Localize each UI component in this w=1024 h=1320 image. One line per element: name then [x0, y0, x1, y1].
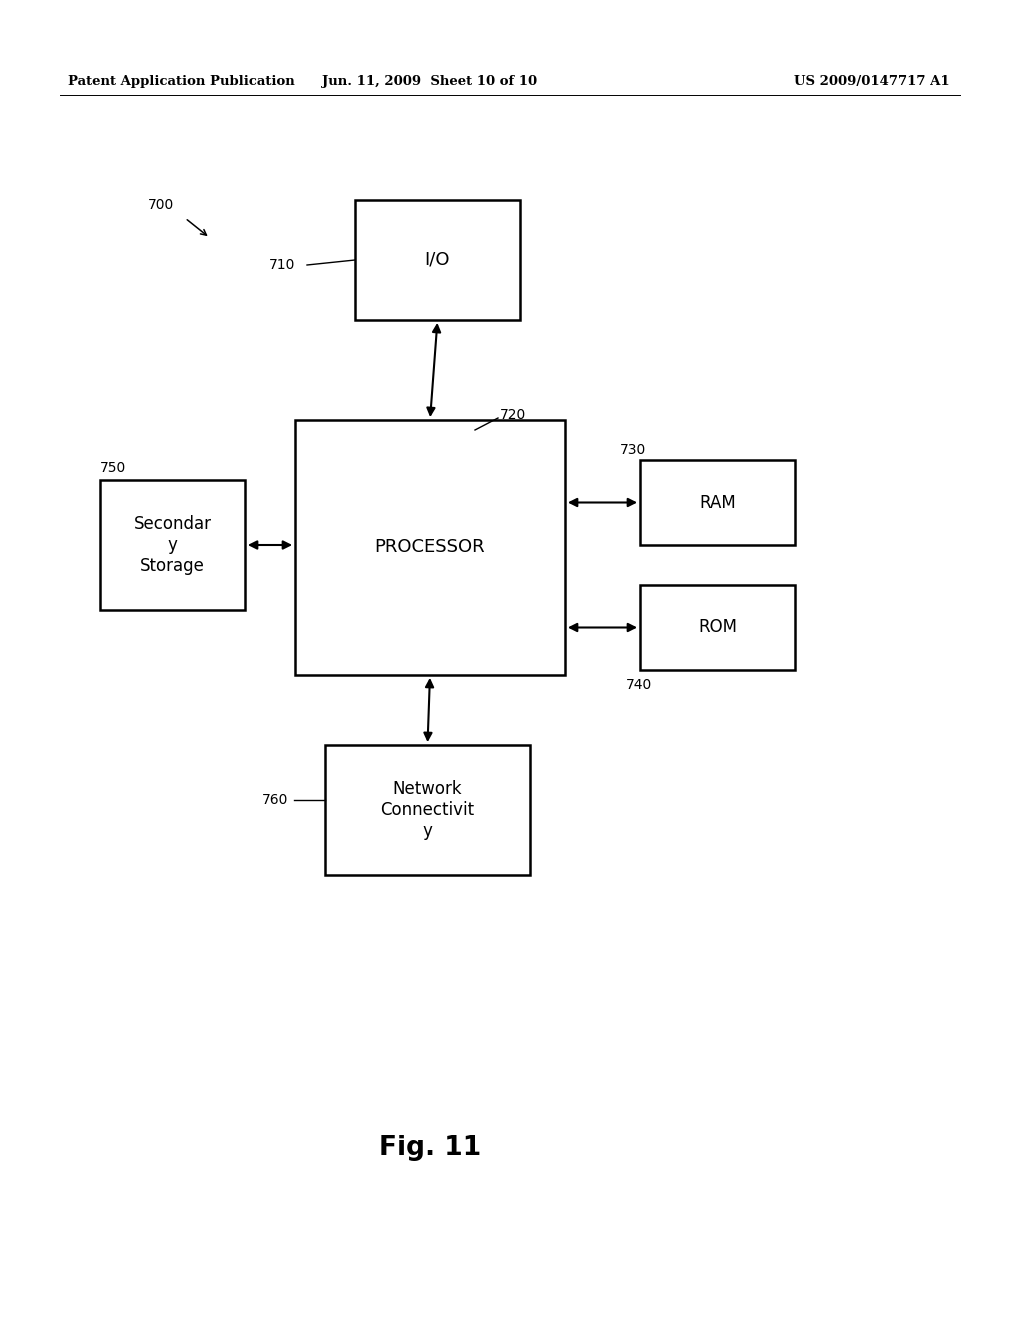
Text: 730: 730	[620, 444, 646, 457]
Text: 700: 700	[148, 198, 174, 213]
Text: 750: 750	[100, 461, 126, 475]
Text: 760: 760	[261, 793, 288, 807]
Text: Jun. 11, 2009  Sheet 10 of 10: Jun. 11, 2009 Sheet 10 of 10	[323, 75, 538, 88]
Text: 720: 720	[500, 408, 526, 422]
Bar	[640, 585, 795, 671]
Text: Network
Connectivit
y: Network Connectivit y	[381, 780, 474, 840]
Text: Patent Application Publication: Patent Application Publication	[68, 75, 295, 88]
Text: I/O: I/O	[425, 251, 451, 269]
Text: 740: 740	[626, 678, 652, 692]
Text: 710: 710	[268, 257, 295, 272]
Text: RAM: RAM	[699, 494, 736, 511]
Text: Fig. 11: Fig. 11	[379, 1135, 481, 1162]
Bar	[325, 744, 530, 875]
Text: Secondar
y
Storage: Secondar y Storage	[133, 515, 212, 574]
Bar	[640, 459, 795, 545]
Bar	[100, 480, 245, 610]
Text: PROCESSOR: PROCESSOR	[375, 539, 485, 557]
Text: ROM: ROM	[698, 619, 737, 636]
Bar	[295, 420, 565, 675]
Bar	[355, 201, 520, 319]
Text: US 2009/0147717 A1: US 2009/0147717 A1	[795, 75, 950, 88]
